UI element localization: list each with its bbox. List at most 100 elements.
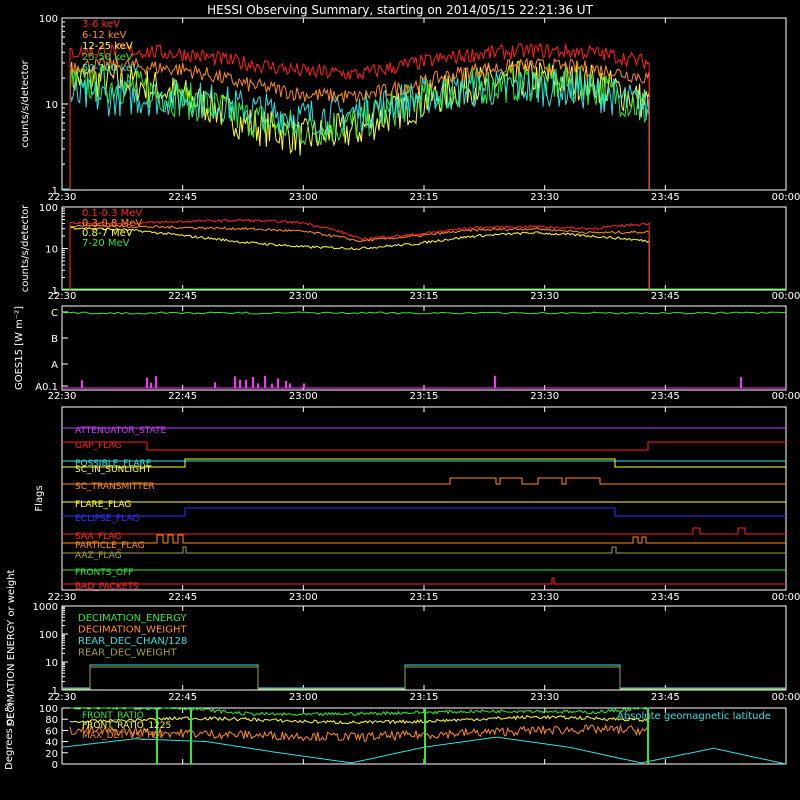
flag-label: FRONTS_OFF bbox=[75, 568, 133, 578]
x-tick-label: 23:30 bbox=[530, 391, 559, 402]
panel-frame bbox=[61, 305, 787, 391]
y-tick-label: 10 bbox=[45, 658, 58, 669]
y-tick-label: 100 bbox=[39, 203, 58, 214]
legend-entry: FRONT_RATIO_1225 bbox=[82, 721, 171, 731]
panel-3: 22:30 22:45 23:00 23:15 23:30 23:45 00:00 Flags… bbox=[34, 406, 800, 603]
y-tick-label: B bbox=[51, 334, 58, 345]
rear-dec-weight-line bbox=[62, 666, 786, 690]
x-tick-label: 00:00 bbox=[772, 592, 800, 603]
ratio-line-2 bbox=[69, 723, 650, 742]
series-line-4 bbox=[69, 69, 650, 191]
y-tick-label: 40 bbox=[45, 738, 58, 749]
legend-entry: 12-25 keV bbox=[82, 41, 133, 52]
legend-entry: REAR_DEC_CHAN/128 bbox=[78, 636, 187, 647]
x-tick-label: 23:15 bbox=[410, 391, 439, 402]
flag-label: ECLIPSE_FLAG bbox=[75, 514, 139, 524]
x-tick-label: 22:45 bbox=[168, 391, 197, 402]
flag-line-3 bbox=[62, 458, 786, 468]
y-tick-label: 1000 bbox=[33, 602, 58, 613]
flag-label: GAP_FLAG bbox=[75, 441, 121, 451]
flag-label: ATTENUATOR_STATE bbox=[75, 426, 167, 436]
legend-entry: 0.1-0.3 MeV bbox=[82, 208, 142, 219]
x-tick-label: 23:00 bbox=[289, 391, 318, 402]
x-tick-label: 00:00 bbox=[772, 391, 800, 402]
series-line-0 bbox=[69, 42, 650, 191]
x-tick-label: 23:30 bbox=[530, 291, 559, 302]
x-tick-label: 22:45 bbox=[168, 192, 197, 203]
x-tick-label: 00:00 bbox=[772, 692, 800, 703]
latitude-annotation: Absolute geomagnetic latitude bbox=[617, 711, 771, 722]
x-tick-label: 22:30 bbox=[48, 592, 77, 603]
x-tick-label: 23:15 bbox=[410, 291, 439, 302]
x-tick-label: 22:45 bbox=[168, 692, 197, 703]
panel-4: 22:30 22:45 23:00 23:15 23:30 23:45 00:00 DECIM… bbox=[6, 569, 800, 726]
series-line-2 bbox=[69, 226, 650, 291]
legend-entry: 6-12 keV bbox=[82, 30, 126, 41]
legend-entry: 3-6 keV bbox=[82, 19, 120, 30]
flag-label: SC_IN_SUNLIGHT bbox=[75, 465, 152, 475]
flag-label: FLARE_FLAG bbox=[75, 500, 131, 510]
legend-entry: DECIMATION_ENERGY bbox=[78, 613, 187, 624]
panel-1: 22:30 22:45 23:00 23:15 23:30 23:45 00:00 count… bbox=[20, 203, 800, 302]
series-line-2 bbox=[69, 60, 650, 191]
x-tick-label: 23:30 bbox=[530, 692, 559, 703]
x-tick-label: 23:45 bbox=[651, 192, 680, 203]
x-tick-label: 22:30 bbox=[48, 291, 77, 302]
legend-entry: MAX_DET_VS_TOT bbox=[82, 731, 164, 741]
flag-line-8 bbox=[62, 534, 786, 544]
y-tick-label: 1 bbox=[52, 286, 58, 297]
x-tick-label: 23:00 bbox=[289, 192, 318, 203]
y-tick-label: 100 bbox=[39, 704, 58, 715]
y-axis-label: GOES15 [W m⁻²] bbox=[14, 306, 25, 390]
x-tick-label: 23:00 bbox=[289, 692, 318, 703]
x-tick-label: 23:45 bbox=[651, 592, 680, 603]
ratio-line-0 bbox=[70, 707, 650, 717]
y-tick-label: 1 bbox=[52, 686, 58, 697]
y-axis-label: Degrees or % bbox=[4, 702, 15, 770]
x-tick-label: 22:30 bbox=[48, 391, 77, 402]
panel-2: 22:30 22:45 23:00 23:15 23:30 23:45 00:00 GOES1… bbox=[14, 305, 800, 402]
x-tick-label: 23:30 bbox=[530, 592, 559, 603]
flag-line-6 bbox=[62, 507, 786, 517]
legend-entry: FRONT_RATIO bbox=[82, 711, 144, 721]
x-tick-label: 23:00 bbox=[289, 291, 318, 302]
flag-label: BAD_PACKETS bbox=[75, 582, 139, 592]
flag-line-9 bbox=[62, 546, 786, 554]
y-tick-label: 100 bbox=[39, 630, 58, 641]
series-line-1 bbox=[69, 56, 650, 191]
panel-frame bbox=[61, 206, 787, 291]
x-tick-label: 23:15 bbox=[410, 192, 439, 203]
panel-frame bbox=[61, 406, 787, 591]
legend-entry: 0.8-7 MeV bbox=[82, 228, 133, 239]
flag-label: SAA_FLAG bbox=[75, 532, 121, 542]
flag-line-4 bbox=[62, 477, 786, 485]
legend-entry: 25-50 keV bbox=[82, 52, 133, 63]
x-tick-label: 22:45 bbox=[168, 592, 197, 603]
x-tick-label: 23:30 bbox=[530, 192, 559, 203]
flag-line-7 bbox=[62, 527, 786, 535]
x-tick-label: 23:45 bbox=[651, 291, 680, 302]
legend-entry: 7-20 MeV bbox=[82, 238, 130, 249]
y-tick-label: 0 bbox=[52, 760, 58, 771]
x-tick-label: 22:30 bbox=[48, 692, 77, 703]
flag-label: SC_TRANSMITTER bbox=[75, 482, 155, 492]
legend-entry: REAR_DEC_WEIGHT bbox=[78, 648, 177, 659]
y-axis-label: Flags bbox=[34, 485, 45, 511]
series-line-0 bbox=[69, 218, 650, 291]
legend-entry: 0.3-0.8 MeV bbox=[82, 218, 142, 229]
series-line-1 bbox=[69, 224, 650, 291]
x-tick-label: 22:30 bbox=[48, 192, 77, 203]
flag-label: POSSIBLE_FLARE bbox=[75, 459, 152, 469]
y-axis-label: counts/s/detector bbox=[20, 59, 31, 147]
series-line-3 bbox=[69, 62, 650, 191]
x-tick-label: 23:45 bbox=[651, 692, 680, 703]
y-tick-label: A bbox=[51, 360, 58, 371]
x-tick-label: 23:45 bbox=[651, 391, 680, 402]
y-tick-label: 20 bbox=[45, 749, 58, 760]
rear-dec-chan-line bbox=[62, 664, 786, 689]
x-tick-label: 23:00 bbox=[289, 592, 318, 603]
y-tick-label: 10 bbox=[45, 245, 58, 256]
x-tick-label: 22:45 bbox=[168, 291, 197, 302]
y-axis-label: DECIMATION ENERGY or weight bbox=[6, 569, 17, 726]
